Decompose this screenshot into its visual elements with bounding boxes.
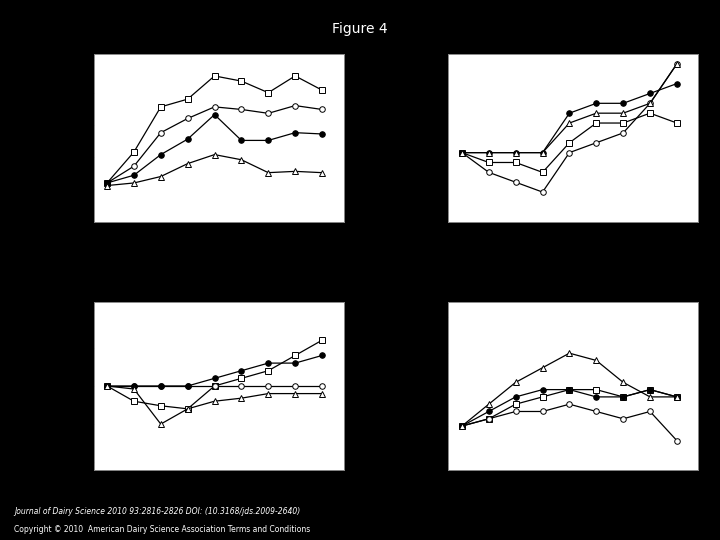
Y-axis label: Fat, %: Fat, % <box>408 123 418 153</box>
X-axis label: Virtual year: Virtual year <box>545 242 602 253</box>
Y-axis label: Milk yield, lb: Milk yield, lb <box>51 107 61 168</box>
Text: Copyright © 2010  American Dairy Science Association Terms and Conditions: Copyright © 2010 American Dairy Science … <box>14 524 310 534</box>
X-axis label: Virtual year: Virtual year <box>545 491 602 501</box>
X-axis label: Virtual year: Virtual year <box>190 242 247 253</box>
X-axis label: Virtual year: Virtual year <box>190 491 247 501</box>
Y-axis label: SCC,
log(cells/mL): SCC, log(cells/mL) <box>402 355 424 417</box>
Y-axis label: Protein, %: Protein, % <box>48 361 58 411</box>
Text: Figure 4: Figure 4 <box>332 22 388 36</box>
Text: Journal of Dairy Science 2010 93:2816-2826 DOI: (10.3168/jds.2009-2640): Journal of Dairy Science 2010 93:2816-28… <box>14 507 301 516</box>
